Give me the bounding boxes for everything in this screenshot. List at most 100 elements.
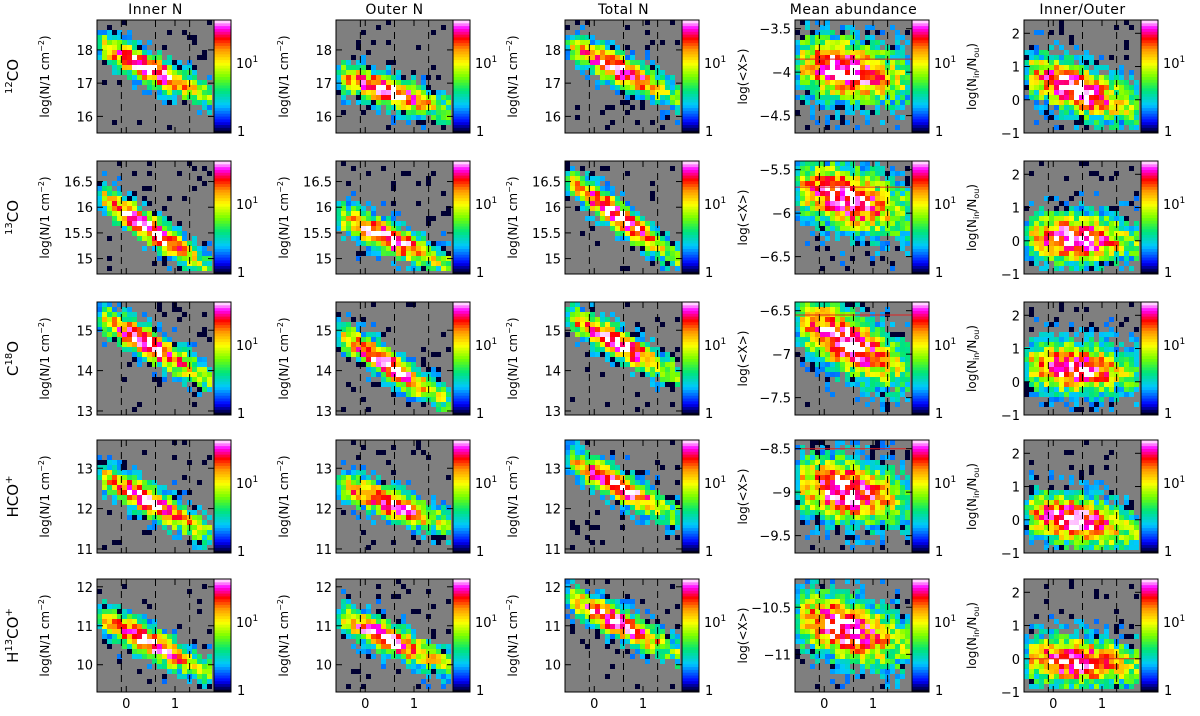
colorbar-segment	[214, 22, 231, 27]
heatmap-cell	[192, 372, 197, 377]
heatmap-cell	[351, 211, 356, 216]
heatmap-cell	[137, 352, 142, 357]
heatmap-cell	[580, 307, 585, 312]
heatmap-cell	[132, 337, 137, 342]
heatmap-cell	[605, 186, 610, 191]
heatmap-cell	[845, 322, 850, 327]
heatmap-cell	[1024, 55, 1029, 60]
heatmap-cell	[1094, 382, 1099, 387]
heatmap-cell	[441, 90, 446, 95]
heatmap-cell	[127, 211, 132, 216]
heatmap-cell	[860, 60, 865, 65]
heatmap-cell	[391, 246, 396, 251]
heatmap-cell	[845, 337, 850, 342]
heatmap-cell	[835, 176, 840, 181]
heatmap-cell	[1089, 236, 1094, 241]
heatmap-cell	[1099, 357, 1104, 362]
heatmap-cell	[1109, 357, 1114, 362]
heatmap-cell	[336, 226, 341, 231]
heatmap-cell	[820, 201, 825, 206]
colorbar-segment	[214, 386, 231, 391]
heatmap-cell	[890, 70, 895, 75]
colorbar-frame	[911, 19, 930, 134]
heatmap-cell	[1064, 337, 1069, 342]
heatmap-cell	[870, 357, 875, 362]
heatmap-cell	[1064, 387, 1069, 392]
heatmap-cell	[152, 337, 157, 342]
heatmap-cell	[845, 186, 850, 191]
heatmap-cell	[361, 60, 366, 65]
heatmap-cell	[575, 65, 580, 70]
heatmap-cell	[815, 85, 820, 90]
heatmap-cell	[127, 505, 132, 510]
heatmap-cell	[1034, 357, 1039, 362]
heatmap-cell	[152, 505, 157, 510]
heatmap-cell	[605, 352, 610, 357]
heatmap-cell	[600, 322, 605, 327]
heatmap-cell	[1079, 206, 1084, 211]
heatmap-cell	[855, 191, 860, 196]
heatmap-cell	[1129, 125, 1134, 130]
heatmap-cell	[416, 367, 421, 372]
heatmap-cell	[1109, 95, 1114, 100]
heatmap-cell	[880, 367, 885, 372]
heatmap-cell	[436, 407, 441, 412]
heatmap-cell	[341, 347, 346, 352]
heatmap-cell	[381, 226, 386, 231]
heatmap-cell	[1029, 387, 1034, 392]
heatmap-cell	[132, 505, 137, 510]
colorbar-segment	[214, 42, 231, 46]
heatmap-cell	[1099, 397, 1104, 402]
heatmap-cell	[895, 105, 900, 110]
heatmap-cell	[900, 231, 905, 236]
heatmap-cell	[625, 100, 630, 105]
colorbar	[681, 160, 700, 275]
heatmap-cell	[1074, 397, 1079, 402]
heatmap-cell	[600, 50, 605, 55]
heatmap-cell	[157, 85, 162, 90]
heatmap-cell	[1134, 256, 1139, 261]
heatmap-cell	[1044, 55, 1049, 60]
heatmap-cell	[391, 211, 396, 216]
heatmap-cell	[880, 120, 885, 125]
heatmap-cells	[795, 161, 910, 271]
heatmap-cell	[1064, 110, 1069, 115]
heatmap-cell	[865, 206, 870, 211]
heatmap-cell	[1114, 251, 1119, 256]
heatmap-cell	[396, 80, 401, 85]
heatmap-cell	[1119, 256, 1124, 261]
heatmap-cell	[1089, 206, 1094, 211]
heatmap-cell	[381, 221, 386, 226]
colorbar-frame	[213, 160, 232, 275]
colorbar-segment	[214, 259, 231, 264]
heatmap-cell	[895, 231, 900, 236]
heatmap-cell	[570, 166, 575, 171]
heatmap-cell	[411, 377, 416, 382]
heatmap-cell	[875, 95, 880, 100]
heatmap-cell	[391, 80, 396, 85]
colorbar-segment	[453, 231, 470, 235]
heatmap-cell	[805, 221, 810, 226]
heatmap-cell	[865, 196, 870, 201]
heatmap-cell	[590, 327, 595, 332]
heatmap-cell	[361, 70, 366, 75]
heatmap-cell	[197, 176, 202, 181]
heatmap-cell	[1054, 80, 1059, 85]
heatmap-cell	[650, 65, 655, 70]
heatmap-cell	[830, 115, 835, 120]
heatmap-cell	[840, 337, 845, 342]
heatmap-cell	[391, 181, 396, 186]
heatmap-cell	[870, 261, 875, 266]
heatmap-cell	[137, 60, 142, 65]
heatmap-cell	[640, 90, 645, 95]
heatmap-cell	[905, 367, 910, 372]
heatmap-cell	[890, 367, 895, 372]
heatmap-cell	[1084, 90, 1089, 95]
heatmap-cell	[436, 352, 441, 357]
colorbar-segment	[682, 76, 699, 80]
heatmap-cell	[810, 302, 815, 307]
heatmap-cell	[356, 45, 361, 50]
heatmap-cell	[825, 50, 830, 55]
heatmap-cell	[840, 216, 845, 221]
heatmap-cell	[835, 312, 840, 317]
